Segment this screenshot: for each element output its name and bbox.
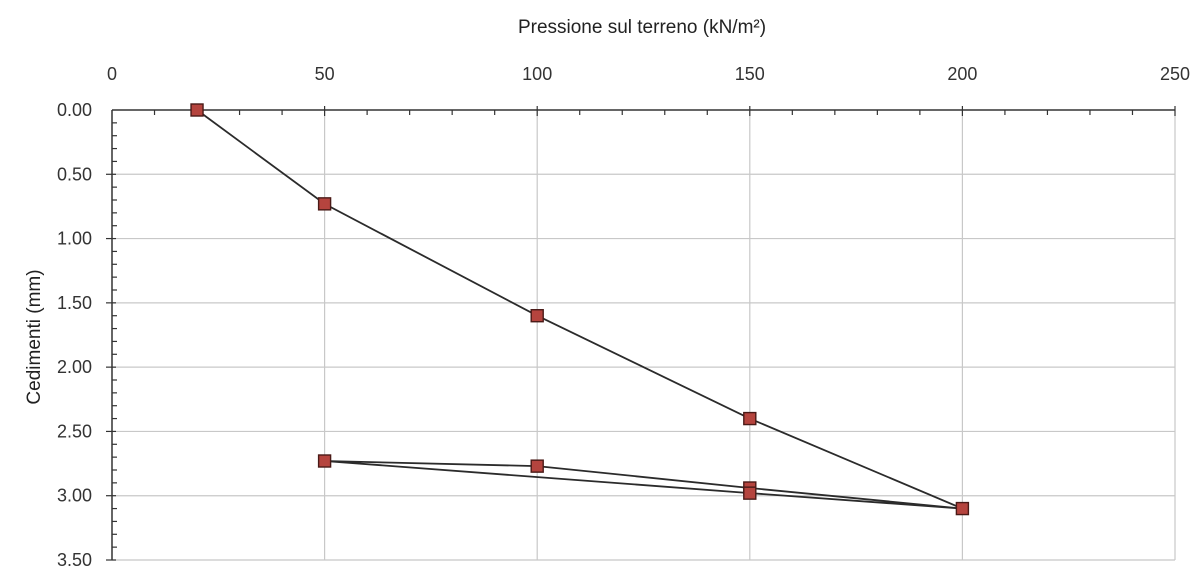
- y-tick-label: 2.00: [57, 357, 92, 377]
- data-point-marker: [530, 309, 544, 323]
- y-tick-label: 1.50: [57, 293, 92, 313]
- chart-title: Pressione sul terreno (kN/m²): [518, 17, 766, 38]
- data-point-marker: [530, 459, 544, 473]
- x-tick-label: 250: [1160, 64, 1190, 84]
- data-series: [196, 109, 963, 510]
- x-tick-label: 150: [735, 64, 765, 84]
- series-line: [196, 109, 963, 510]
- y-tick-labels: 0.00 0.50 1.00 1.50 2.00 2.50 3.00 3.50: [57, 100, 92, 567]
- data-point-marker: [955, 501, 970, 516]
- y-tick-label: 0.50: [57, 164, 92, 184]
- data-markers: [190, 103, 970, 516]
- y-tick-label: 1.00: [57, 229, 92, 249]
- data-point-marker: [317, 454, 332, 468]
- x-tick-label: 200: [947, 64, 977, 84]
- data-point-marker: [743, 486, 757, 500]
- x-tick-label: 0: [107, 64, 117, 84]
- data-point-marker: [190, 103, 204, 117]
- data-point-marker: [743, 411, 757, 426]
- x-tick-label: 100: [522, 64, 552, 84]
- y-axis-label: Cedimenti (mm): [24, 269, 45, 404]
- y-tick-label: 3.00: [57, 486, 92, 506]
- y-tick-label: 0.00: [57, 100, 92, 120]
- axes: [106, 106, 1176, 561]
- y-tick-label: 3.50: [57, 550, 92, 567]
- y-tick-label: 2.50: [57, 421, 92, 441]
- grid-lines: [112, 110, 1176, 561]
- x-tick-labels: 0 50 100 150 200 250: [107, 64, 1190, 84]
- x-tick-label: 50: [315, 64, 335, 84]
- data-point-marker: [317, 197, 332, 211]
